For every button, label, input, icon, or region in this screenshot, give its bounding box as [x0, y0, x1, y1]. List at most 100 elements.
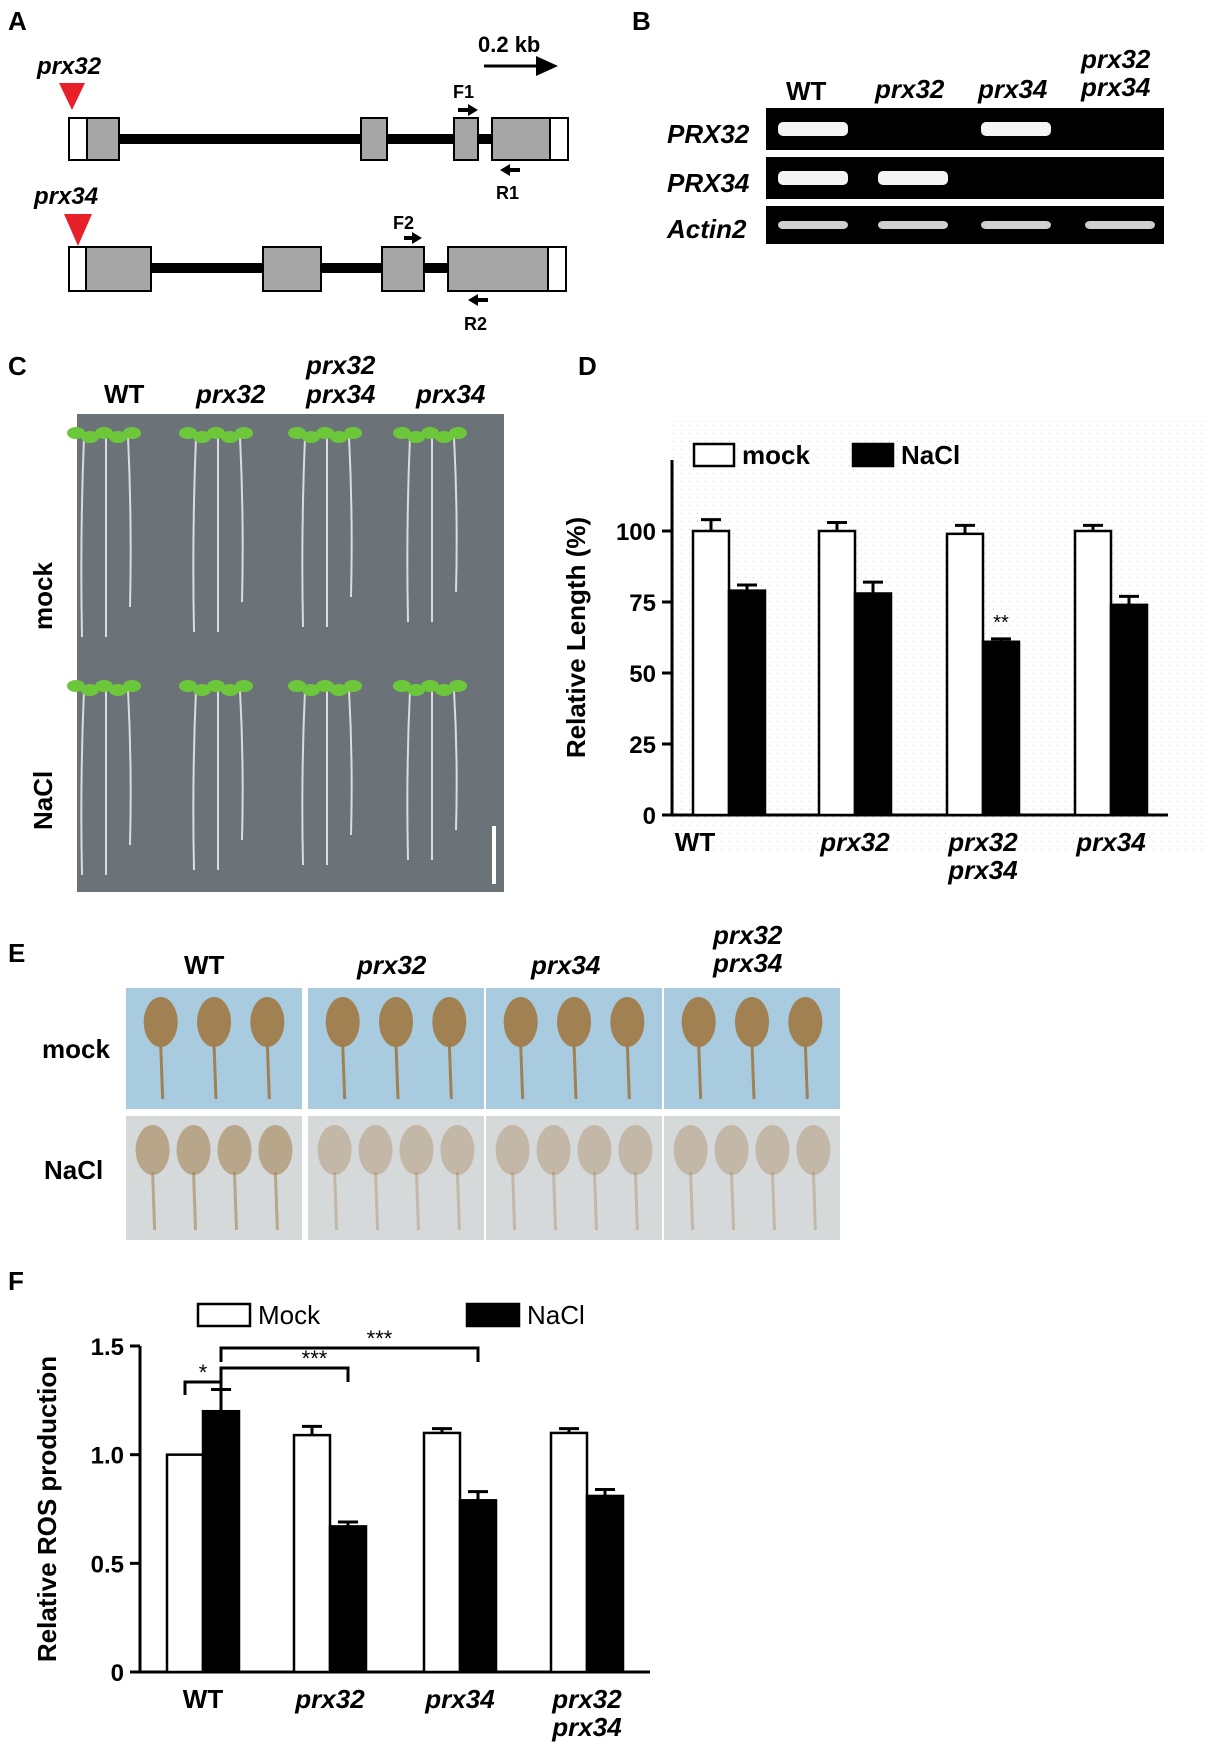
primer-r1-label: R1	[496, 183, 519, 203]
panel-c: C WT prx32 prx32 prx34 prx34 mock NaCl	[8, 350, 504, 892]
stained-leaf	[788, 997, 823, 1047]
x-tick-label: WT	[675, 827, 716, 857]
gene1-insertion-marker	[59, 83, 85, 110]
leaf-petiole	[394, 1043, 400, 1100]
seedling-leaf	[207, 427, 225, 439]
leaf-petiole	[333, 1171, 339, 1231]
bar-nacl	[1109, 603, 1149, 817]
seedlings	[67, 427, 467, 876]
seedling-leaf	[67, 427, 85, 439]
leaf-petiole	[414, 1171, 420, 1231]
leaf-petiole	[572, 1043, 578, 1100]
seedling-plate	[77, 414, 504, 892]
leaf-row-mock: mock	[42, 1034, 110, 1064]
stained-leaf	[143, 997, 178, 1047]
seedling-leaf	[67, 680, 85, 692]
leaf-petiole	[341, 1043, 347, 1100]
leaf-petiole	[519, 1043, 525, 1100]
stained-leaf	[577, 1125, 612, 1175]
seedling-leaf	[193, 684, 211, 696]
bar-nacl	[328, 1525, 368, 1674]
bar-nacl	[727, 589, 767, 817]
bar-mock	[292, 1433, 332, 1674]
leaf-row-nacl: NaCl	[44, 1155, 103, 1185]
seedling-leaf	[449, 427, 467, 439]
primer-r2-label: R2	[464, 314, 487, 334]
gel-bands	[778, 122, 1155, 229]
stained-leaf	[610, 997, 645, 1047]
legend-label: NaCl	[901, 440, 960, 470]
bar-nacl	[458, 1499, 498, 1674]
stained-leaf	[217, 1125, 252, 1175]
seedling-leaf	[235, 427, 253, 439]
panel-a-letter: A	[8, 6, 27, 36]
x-tick-label: WT	[183, 1684, 224, 1714]
gel-band	[878, 221, 948, 229]
primer-f2-arrow	[404, 232, 422, 244]
stained-leaf	[432, 997, 467, 1047]
stained-leaf	[317, 1125, 352, 1175]
seedling-leaf	[407, 431, 425, 443]
bar-nacl	[981, 640, 1021, 817]
seedling-leaf	[302, 684, 320, 696]
seedling-root	[80, 689, 85, 876]
seedling-root	[192, 436, 197, 633]
leaf-petiole	[592, 1171, 598, 1231]
gene2-label: prx34	[33, 183, 98, 210]
leaf-petiole	[151, 1171, 157, 1231]
stained-leaf	[135, 1125, 170, 1175]
stained-leaf	[681, 997, 716, 1047]
leaf-petiole	[192, 1171, 198, 1231]
gene2-insertion-marker	[64, 214, 92, 246]
gel-lane-prx34: prx34	[977, 74, 1048, 104]
gel-band	[778, 221, 848, 229]
seedling-leaf	[179, 680, 197, 692]
gel-band	[778, 122, 848, 136]
gel-lane-wt: WT	[786, 76, 827, 106]
bar-mock	[945, 532, 985, 817]
seedling-root	[192, 689, 197, 871]
leaf-col-double-bottom: prx34	[712, 948, 783, 978]
x-tick-label: prx32	[947, 827, 1018, 857]
bar-nacl	[853, 592, 893, 817]
legend-label: mock	[742, 440, 810, 470]
stained-leaf	[673, 1125, 708, 1175]
y-axis-label: Relative Length (%)	[561, 517, 591, 758]
seedling-leaf	[449, 680, 467, 692]
significance-marker: *	[199, 1360, 208, 1385]
gel-lane-double-bottom: prx34	[1080, 72, 1151, 102]
gel-band	[981, 122, 1051, 136]
leaf-petiole	[750, 1043, 756, 1100]
leaf-petiole	[232, 1171, 238, 1231]
stained-leaf	[618, 1125, 653, 1175]
seedling-leaf	[421, 680, 439, 692]
seedling-leaf	[288, 680, 306, 692]
plate-scale-bar	[492, 826, 496, 884]
gel-row-actin2: Actin2	[666, 214, 747, 244]
stained-leaf	[755, 1125, 790, 1175]
leaf-petiole	[455, 1171, 461, 1231]
panel-e: E WT prx32 prx34 prx32 prx34 mock NaCl	[8, 920, 840, 1240]
leaf-col-prx32: prx32	[356, 950, 427, 980]
panel-c-letter: C	[8, 351, 27, 381]
bar-nacl	[585, 1494, 625, 1674]
leaf-petiole	[374, 1171, 380, 1231]
seedling-leaf	[193, 431, 211, 443]
chart-f: 0 0.5 1.0 1.5 Relative ROS production WT prx32…	[32, 1300, 650, 1742]
leaf-petiole	[447, 1043, 453, 1100]
x-tick-label: prx32	[294, 1684, 365, 1714]
seedling-leaf	[221, 684, 239, 696]
seedling-leaf	[81, 431, 99, 443]
panel-d-letter: D	[578, 351, 597, 381]
stained-leaf	[379, 997, 413, 1047]
x-tick-label: prx34	[1075, 827, 1146, 857]
leaf-petiole	[625, 1043, 631, 1100]
significance-marker: ***	[302, 1346, 328, 1371]
stained-leaf	[735, 997, 769, 1047]
seedling-root	[80, 436, 85, 638]
plate-col-double-top: prx32	[305, 350, 376, 380]
gel-band	[878, 171, 948, 185]
seedling-leaf	[421, 427, 439, 439]
leaf-col-wt: WT	[184, 950, 225, 980]
